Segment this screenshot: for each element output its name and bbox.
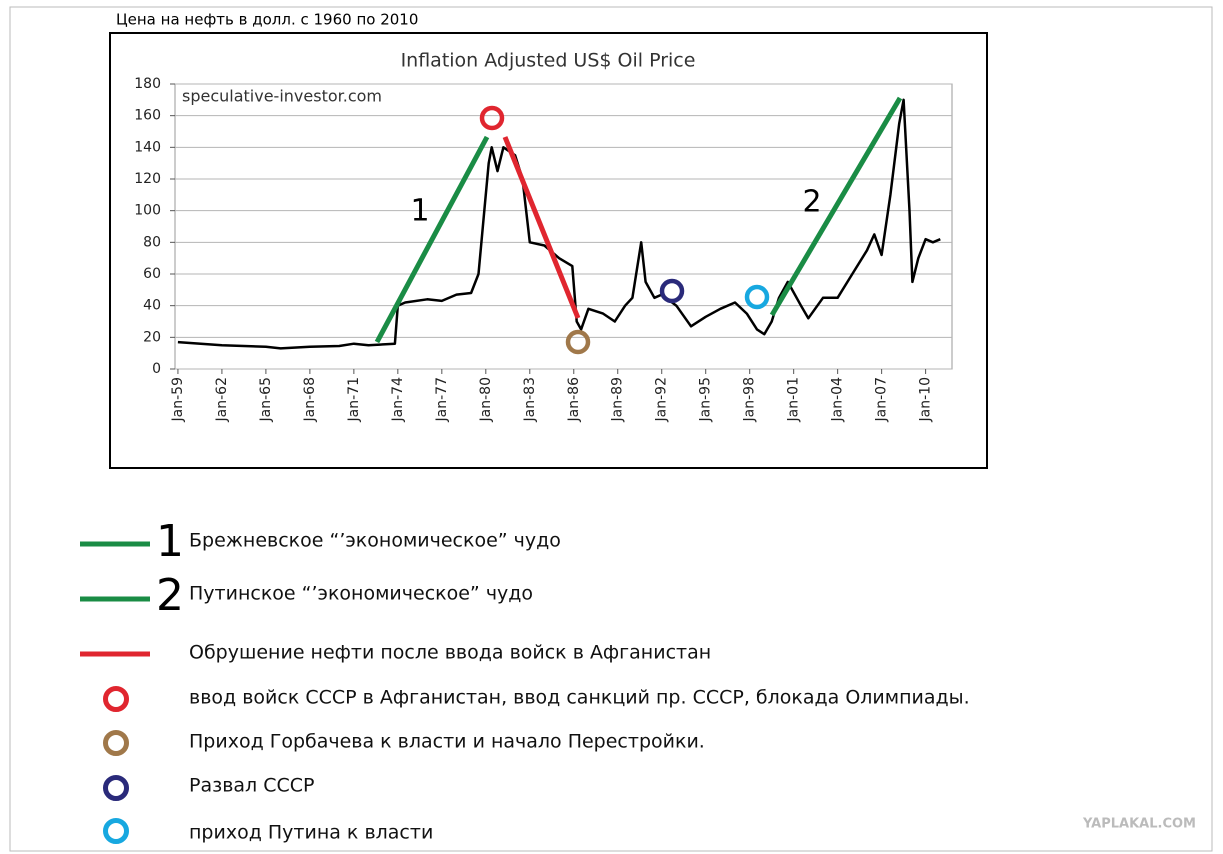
page-title: Цена на нефть в долл. с 1960 по 2010 (116, 11, 418, 29)
event-circle (479, 105, 505, 131)
legend-number: 1 (156, 516, 184, 567)
legend-circle (103, 730, 129, 756)
x-tick-label: Jan-89 (610, 377, 626, 422)
legend-number: 2 (156, 570, 184, 621)
legend-text: Брежневское “’экономическое” чудо (189, 530, 561, 552)
y-tick-label: 60 (143, 266, 161, 282)
x-tick-label: Jan-10 (918, 377, 934, 422)
x-tick-label: Jan-80 (478, 377, 494, 422)
event-circle (659, 278, 685, 304)
legend-text: Путинское “’экономическое” чудо (189, 583, 533, 605)
x-tick-label: Jan-86 (566, 377, 582, 423)
trend-line (374, 135, 490, 344)
y-tick-label: 120 (134, 171, 161, 187)
x-tick-label: Jan-74 (390, 377, 406, 423)
source: speculative-investor.com (182, 87, 382, 106)
trend-line (502, 136, 581, 319)
annotation: 2 (802, 185, 821, 220)
legend-circle (103, 775, 129, 801)
x-tick-label: Jan-59 (170, 377, 186, 422)
x-tick-label: Jan-77 (434, 377, 450, 422)
x-tick-label: Jan-01 (786, 377, 802, 422)
plot-area (174, 83, 953, 370)
x-tick-label: Jan-83 (522, 377, 538, 422)
trend-line (769, 96, 903, 317)
x-tick-label: Jan-65 (258, 377, 274, 422)
event-circle (565, 329, 591, 355)
y-tick-label: 80 (143, 234, 161, 250)
legend-circle (103, 686, 129, 712)
price-line (177, 98, 941, 350)
y-tick-label: 100 (134, 203, 161, 219)
chart-title: Inflation Adjusted US$ Oil Price (401, 50, 696, 72)
x-tick-label: Jan-04 (830, 377, 846, 423)
y-tick-label: 40 (143, 298, 161, 314)
x-tick-label: Jan-95 (698, 377, 714, 422)
watermark: YAPLAKAL.COM (1082, 817, 1196, 832)
x-tick-label: Jan-07 (874, 377, 890, 422)
x-tick-label: Jan-92 (654, 377, 670, 422)
y-tick-label: 140 (134, 139, 161, 155)
annotation: 1 (410, 194, 429, 229)
legend-circle (103, 818, 129, 844)
x-tick-label: Jan-68 (302, 377, 318, 422)
legend-text: Обрушение нефти после ввода войск в Афга… (189, 642, 711, 664)
legend-text: Приход Горбачева к власти и начало Перес… (189, 731, 705, 753)
x-tick-label: Jan-71 (346, 377, 362, 422)
legend-text: приход Путина к власти (189, 822, 433, 844)
legend-text: Развал СССР (189, 775, 315, 797)
legend-text: ввод войск СССР в Афганистан, ввод санкц… (189, 687, 970, 709)
y-tick-label: 160 (134, 108, 161, 124)
x-tick-label: Jan-98 (742, 377, 758, 422)
y-tick-label: 0 (152, 361, 161, 377)
y-tick-label: 20 (143, 329, 161, 345)
x-tick-label: Jan-62 (214, 377, 230, 422)
event-circle (744, 284, 770, 310)
y-tick-label: 180 (134, 76, 161, 92)
